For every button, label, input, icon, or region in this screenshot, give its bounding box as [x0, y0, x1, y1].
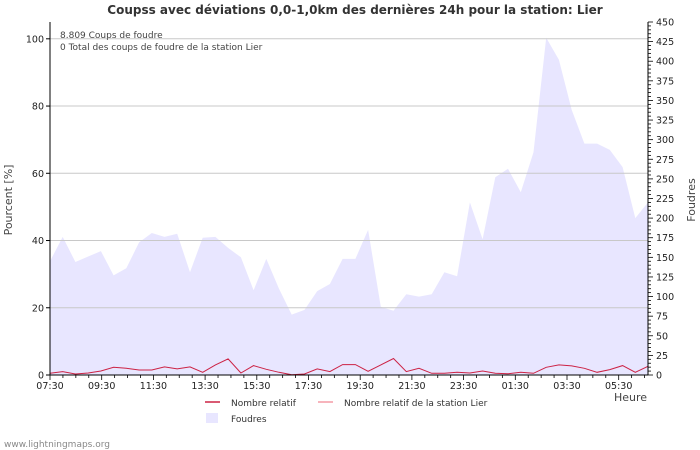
left-tick-label: 80 — [32, 102, 44, 113]
x-tick-label: 09:30 — [88, 381, 115, 392]
x-tick-label: 21:30 — [398, 381, 425, 392]
right-tick-label: 175 — [656, 233, 674, 244]
right-axis-ticks: 0 25 50 75 100 125 150 175 200 225 250 275 300 325 350… — [648, 18, 674, 382]
x-tick-label: 13:30 — [191, 381, 218, 392]
x-tick-label: 11:30 — [140, 381, 167, 392]
right-tick-label: 125 — [656, 272, 674, 283]
legend-label-relative: Nombre relatif — [231, 399, 297, 409]
left-tick-label: 0 — [38, 371, 44, 382]
right-tick-label: 100 — [656, 292, 674, 303]
left-tick-label: 60 — [32, 169, 44, 180]
legend-swatch-strikes — [206, 413, 218, 423]
x-tick-label: 23:30 — [450, 381, 477, 392]
legend: Nombre relatif Nombre relatif de la stat… — [205, 399, 488, 425]
x-tick-label: 17:30 — [295, 381, 322, 392]
chart-title: Coupss avec déviations 0,0-1,0km des der… — [107, 3, 603, 17]
right-tick-label: 0 — [656, 371, 662, 382]
info-line-strikes: 8.809 Coups de foudre — [60, 31, 163, 41]
right-tick-label: 450 — [656, 18, 674, 29]
right-tick-label: 50 — [656, 331, 668, 342]
plot-area — [49, 22, 649, 376]
right-tick-label: 225 — [656, 194, 674, 205]
legend-label-station: Nombre relatif de la station Lier — [344, 399, 488, 409]
legend-label-strikes: Foudres — [231, 415, 267, 425]
relative-count-line — [49, 357, 649, 376]
right-tick-label: 200 — [656, 214, 674, 225]
right-tick-label: 325 — [656, 116, 674, 127]
right-tick-label: 75 — [656, 312, 668, 323]
right-tick-label: 25 — [656, 351, 668, 362]
right-tick-label: 375 — [656, 76, 674, 87]
left-tick-label: 20 — [32, 303, 44, 314]
x-tick-label: 03:30 — [553, 381, 580, 392]
right-tick-label: 400 — [656, 57, 674, 68]
left-axis-ticks: 0 20 40 60 80 100 — [26, 34, 50, 382]
x-axis-ticks: 07:30 09:30 11:30 13:30 15:30 17:30 19:30 21:30… — [36, 375, 645, 392]
x-tick-label: 05:30 — [605, 381, 632, 392]
right-tick-label: 275 — [656, 155, 674, 166]
x-tick-label: 07:30 — [36, 381, 63, 392]
x-tick-label: 19:30 — [347, 381, 374, 392]
strikes-area — [50, 37, 648, 375]
x-tick-label: 15:30 — [243, 381, 270, 392]
left-tick-label: 40 — [32, 236, 44, 247]
right-tick-label: 250 — [656, 174, 674, 185]
right-tick-label: 300 — [656, 135, 674, 146]
info-line-station-total: 0 Total des coups de foudre de la statio… — [60, 43, 263, 53]
footer-credit: www.lightningmaps.org — [4, 440, 110, 450]
right-axis-label: Foudres — [685, 178, 698, 222]
left-axis-label: Pourcent [%] — [2, 165, 15, 236]
right-tick-label: 425 — [656, 37, 674, 48]
right-tick-label: 350 — [656, 96, 674, 107]
x-tick-label: 01:30 — [502, 381, 529, 392]
x-axis-label: Heure — [614, 391, 647, 404]
right-tick-label: 150 — [656, 253, 674, 264]
left-tick-label: 100 — [26, 34, 44, 45]
